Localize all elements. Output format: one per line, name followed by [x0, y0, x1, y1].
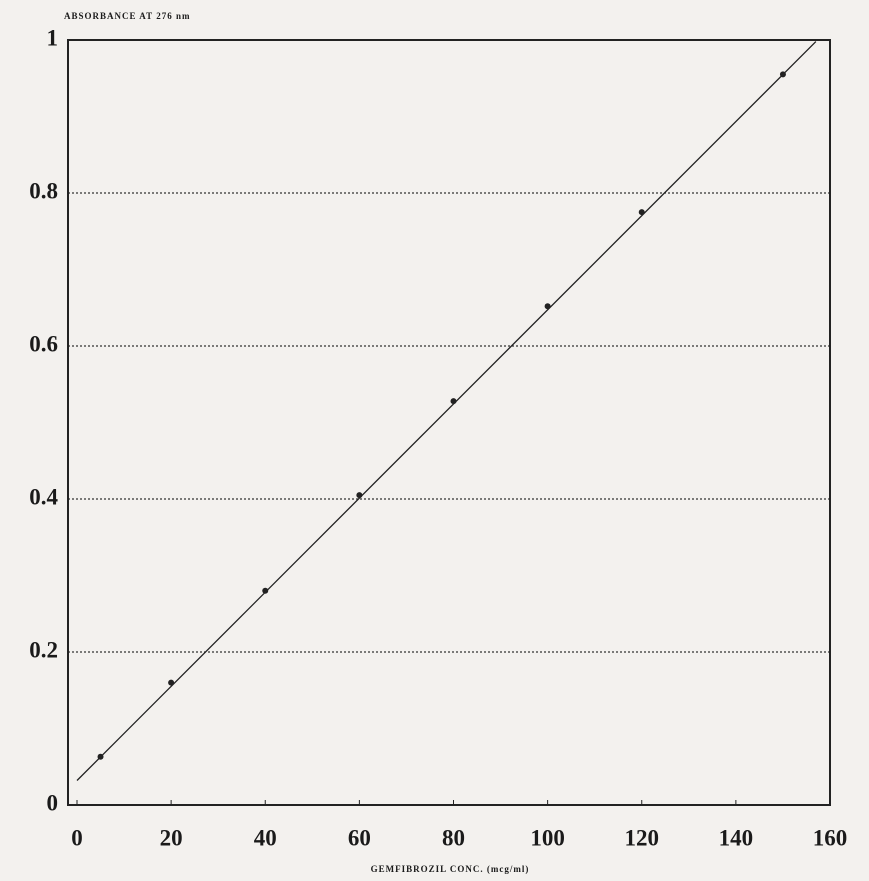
point [97, 753, 104, 760]
point [262, 587, 269, 594]
point [450, 398, 457, 405]
x-tick-label: 60 [348, 825, 371, 850]
y-tick-label: 0.4 [29, 484, 58, 509]
y-tick-label: 0.8 [29, 178, 58, 203]
x-tick-label: 80 [442, 825, 465, 850]
x-tick-label: 160 [813, 825, 848, 850]
y-tick-label: 0.6 [29, 331, 58, 356]
x-tick-label: 120 [625, 825, 660, 850]
point [544, 303, 551, 310]
x-tick-label: 40 [254, 825, 277, 850]
x-tick-label: 140 [719, 825, 754, 850]
point [779, 71, 786, 78]
y-tick-label: 1 [47, 25, 59, 50]
y-tick-label: 0.2 [29, 637, 58, 662]
chart-title: ABSORBANCE AT 276 nm [64, 11, 190, 21]
x-axis-label: GEMFIBROZIL CONC. (mcg/ml) [371, 864, 530, 874]
point [356, 492, 363, 499]
point [168, 679, 175, 686]
x-tick-label: 0 [71, 825, 83, 850]
x-tick-label: 100 [530, 825, 565, 850]
plot-frame [67, 39, 831, 806]
x-tick-label: 20 [160, 825, 183, 850]
y-tick-label: 0 [47, 790, 59, 815]
fit-line [76, 41, 817, 781]
point [638, 209, 645, 216]
